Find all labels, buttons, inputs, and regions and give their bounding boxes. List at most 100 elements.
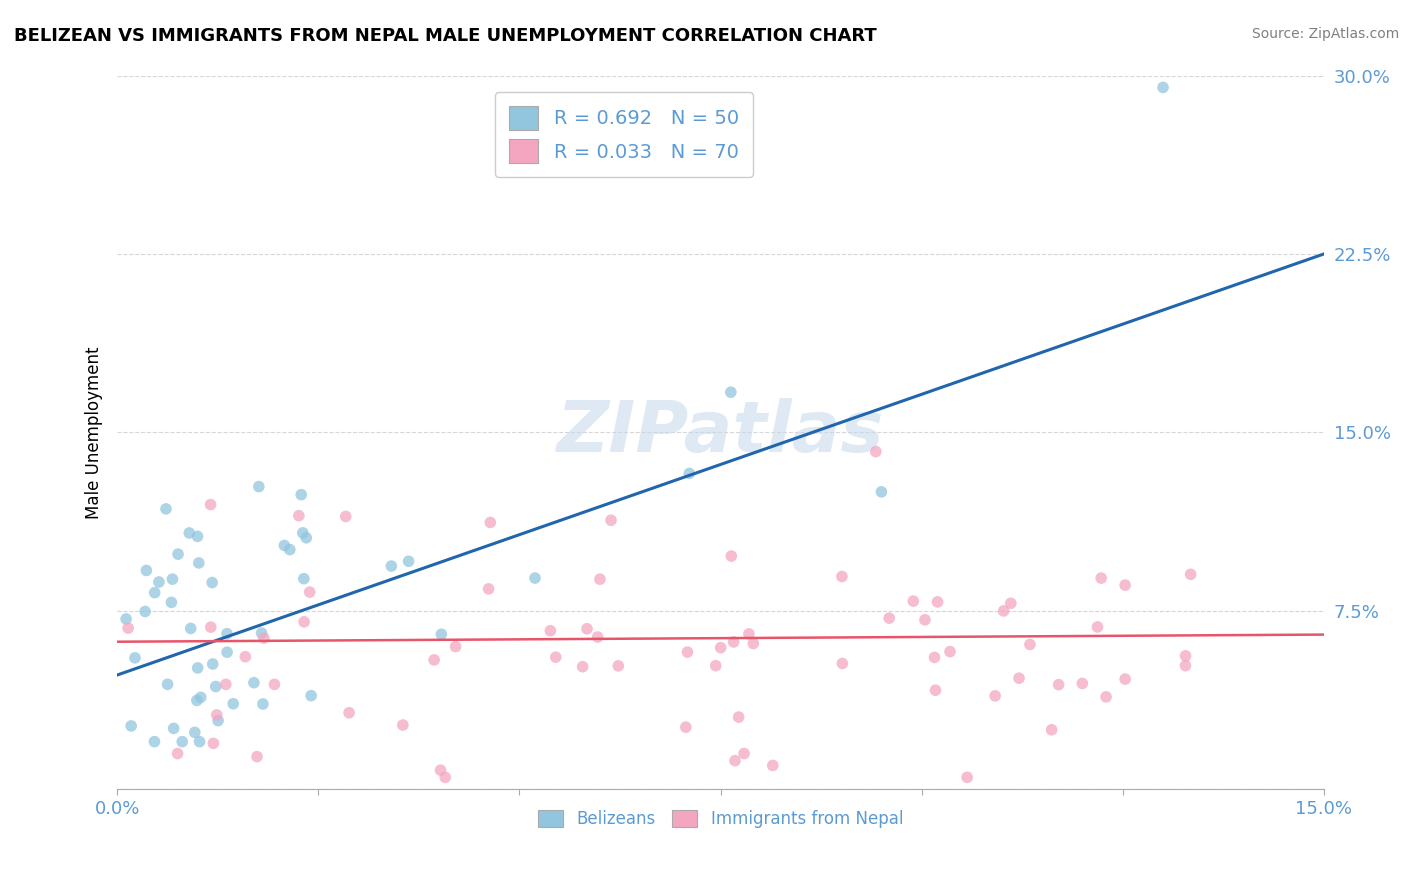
Point [200,620,222,634]
Point [993,604,1015,618]
Point [607,659,630,673]
Point [733,747,755,761]
Point [263,677,285,691]
Point [924,650,946,665]
Point [762,758,785,772]
Point [215,677,238,691]
Point [1095,690,1118,704]
Point [1071,676,1094,690]
Point [939,645,962,659]
Point [160,595,183,609]
Point [299,689,322,703]
Point [738,627,761,641]
Point [184,725,207,739]
Point [1008,671,1031,685]
Point [524,571,547,585]
Point [831,657,853,671]
Point [246,749,269,764]
Point [292,615,315,629]
Point [675,720,697,734]
Point [155,502,177,516]
Point [200,498,222,512]
Point [117,621,139,635]
Point [1040,723,1063,737]
Text: Source: ZipAtlas.com: Source: ZipAtlas.com [1251,27,1399,41]
Point [250,626,273,640]
Point [188,734,211,748]
Point [292,572,315,586]
Point [252,697,274,711]
Point [956,770,979,784]
Point [600,513,623,527]
Point [1047,678,1070,692]
Point [586,630,609,644]
Point [190,690,212,705]
Point [163,722,186,736]
Point [1114,578,1136,592]
Point [233,649,256,664]
Point [115,612,138,626]
Point [423,653,446,667]
Point [273,538,295,552]
Point [870,484,893,499]
Point [1019,637,1042,651]
Point [903,594,925,608]
Point [222,697,245,711]
Point [186,529,208,543]
Text: ZIPatlas: ZIPatlas [557,398,884,467]
Point [727,710,749,724]
Point [1152,80,1174,95]
Legend: Belizeans, Immigrants from Nepal: Belizeans, Immigrants from Nepal [531,803,910,834]
Point [877,611,900,625]
Point [291,525,314,540]
Text: BELIZEAN VS IMMIGRANTS FROM NEPAL MALE UNEMPLOYMENT CORRELATION CHART: BELIZEAN VS IMMIGRANTS FROM NEPAL MALE U… [14,27,877,45]
Point [335,509,357,524]
Point [143,734,166,748]
Point [723,635,745,649]
Point [120,719,142,733]
Point [398,554,420,568]
Point [1087,620,1109,634]
Point [156,677,179,691]
Point [575,622,598,636]
Point [298,585,321,599]
Point [247,479,270,493]
Point [143,585,166,599]
Point [479,516,502,530]
Point [434,770,457,784]
Point [207,714,229,728]
Point [134,605,156,619]
Point [1114,672,1136,686]
Point [187,661,209,675]
Point [166,747,188,761]
Point [865,444,887,458]
Point [148,574,170,589]
Point [253,631,276,645]
Point [180,622,202,636]
Point [571,659,593,673]
Point [1090,571,1112,585]
Point [392,718,415,732]
Point [742,636,765,650]
Point [288,508,311,523]
Point [162,572,184,586]
Point [914,613,936,627]
Point [720,549,742,563]
Point [720,385,742,400]
Point [167,547,190,561]
Point [201,575,224,590]
Point [172,734,194,748]
Point [589,572,612,586]
Point [831,569,853,583]
Point [984,689,1007,703]
Point [215,626,238,640]
Point [927,595,949,609]
Point [710,640,733,655]
Point [202,736,225,750]
Point [290,488,312,502]
Point [204,680,226,694]
Point [380,559,402,574]
Point [187,556,209,570]
Point [201,657,224,671]
Point [724,754,747,768]
